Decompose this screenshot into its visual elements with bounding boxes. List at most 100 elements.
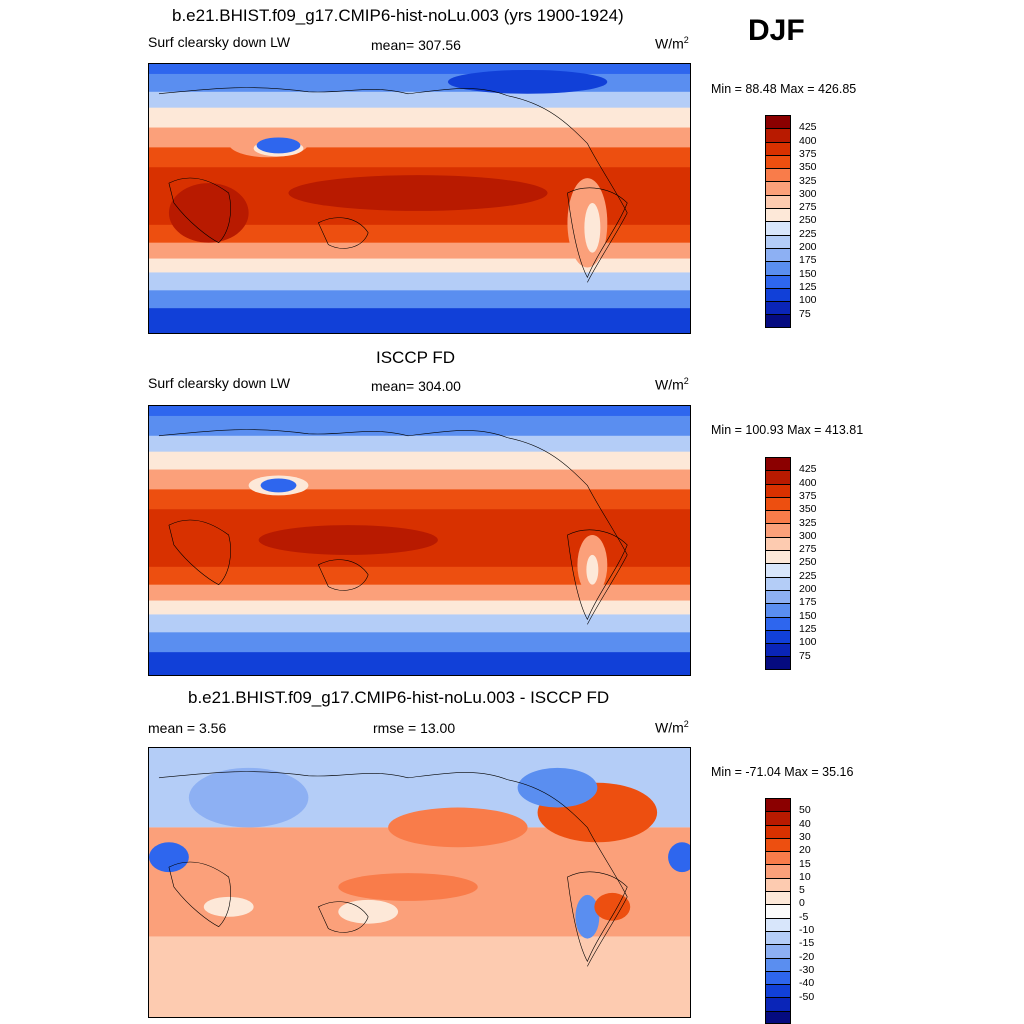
colorbar-tick-label: -30	[799, 963, 815, 976]
panel3-units: W/m2	[655, 719, 689, 736]
colorbar-swatch	[765, 536, 791, 551]
colorbar-tick-label: 400	[799, 134, 817, 147]
panel1-variable-label: Surf clearsky down LW	[148, 34, 291, 50]
panel1-minmax: Min = 88.48 Max = 426.85	[711, 82, 857, 96]
panel3-mean-label: mean = 3.56	[148, 720, 227, 736]
panel1-mean-label: mean= 307.56	[371, 37, 461, 53]
colorbar-swatch	[765, 274, 791, 288]
colorbar-tick-label: 5	[799, 884, 805, 897]
colorbar-tick-label: 300	[799, 529, 817, 542]
colorbar-swatch	[765, 457, 791, 471]
colorbar-tick-label: 225	[799, 569, 817, 582]
colorbar-swatch	[765, 603, 791, 617]
colorbar-swatch	[765, 154, 791, 169]
colorbar-tick-label: 50	[799, 804, 811, 817]
colorbar-swatch	[765, 247, 791, 262]
colorbar-tick-label: 425	[799, 463, 817, 476]
colorbar-swatch	[765, 957, 791, 971]
colorbar-swatch	[765, 141, 791, 155]
colorbar-tick-label: 325	[799, 516, 817, 529]
colorbar-tick-label: 125	[799, 280, 817, 293]
colorbar-swatch	[765, 496, 791, 511]
panel1-units: W/m2	[655, 35, 689, 52]
colorbar-tick-label: 300	[799, 187, 817, 200]
colorbar-swatch	[765, 904, 791, 918]
colorbar-swatch	[765, 563, 791, 577]
colorbar-swatch	[765, 970, 791, 985]
colorbar-swatch	[765, 984, 791, 998]
colorbar-tick-label: 20	[799, 844, 811, 857]
colorbar-tick-label: -5	[799, 910, 809, 923]
colorbar-tick-label: 40	[799, 817, 811, 830]
colorbar-swatch	[765, 811, 791, 825]
panel2-minmax: Min = 100.93 Max = 413.81	[711, 423, 864, 437]
colorbar-swatch	[765, 261, 791, 275]
panel2-variable-label: Surf clearsky down LW	[148, 375, 291, 391]
colorbar-swatch	[765, 194, 791, 209]
colorbar-tick-label: -20	[799, 950, 815, 963]
colorbar-swatch	[765, 629, 791, 644]
colorbar-swatch	[765, 523, 791, 537]
colorbar-swatch	[765, 837, 791, 852]
colorbar-swatch	[765, 483, 791, 497]
colorbar-tick-label: 150	[799, 267, 817, 280]
colorbar-swatch	[765, 576, 791, 590]
panel3-rmse-label: rmse = 13.00	[373, 720, 456, 736]
colorbar-tick-label: 200	[799, 241, 817, 253]
panel1-map	[148, 63, 691, 334]
panel2-map	[148, 405, 691, 676]
colorbar-tick-label: 325	[799, 174, 817, 187]
colorbar-swatch	[765, 864, 791, 878]
colorbar-tick-label: 225	[799, 227, 817, 240]
colorbar-swatch	[765, 824, 791, 838]
panel3-colorbar	[765, 798, 791, 1024]
colorbar-tick-label: 0	[799, 897, 805, 910]
colorbar-swatch	[765, 181, 791, 195]
panel2-mean-label: mean= 304.00	[371, 378, 461, 394]
colorbar-swatch	[765, 550, 791, 564]
colorbar-swatch	[765, 128, 791, 142]
season-label: DJF	[748, 14, 805, 47]
colorbar-tick-label: 75	[799, 307, 811, 320]
colorbar-swatch	[765, 891, 791, 905]
colorbar-swatch	[765, 221, 791, 235]
colorbar-swatch	[765, 944, 791, 958]
panel2-units: W/m2	[655, 376, 689, 393]
colorbar-tick-label: 375	[799, 489, 817, 502]
colorbar-swatch	[765, 917, 791, 931]
colorbar-swatch	[765, 1010, 791, 1024]
panel3-minmax: Min = -71.04 Max = 35.16	[711, 765, 854, 779]
colorbar-tick-label: 200	[799, 583, 817, 595]
colorbar-swatch	[765, 510, 791, 524]
colorbar-swatch	[765, 470, 791, 484]
colorbar-tick-label: -15	[799, 937, 815, 950]
colorbar-swatch	[765, 851, 791, 865]
colorbar-swatch	[765, 115, 791, 129]
colorbar-tick-label: 400	[799, 476, 817, 489]
colorbar-swatch	[765, 314, 791, 328]
panel2-title: ISCCP FD	[376, 348, 456, 367]
colorbar-tick-label: 275	[799, 543, 817, 556]
colorbar-swatch	[765, 930, 791, 945]
panel2-colorbar	[765, 457, 791, 670]
colorbar-swatch	[765, 656, 791, 670]
colorbar-swatch	[765, 208, 791, 222]
colorbar-tick-label: 425	[799, 121, 817, 134]
colorbar-swatch	[765, 997, 791, 1011]
colorbar-swatch	[765, 287, 791, 302]
panel1-colorbar	[765, 115, 791, 328]
colorbar-tick-label: -10	[799, 924, 815, 936]
panel1-title: b.e21.BHIST.f09_g17.CMIP6-hist-noLu.003 …	[172, 6, 624, 25]
colorbar-tick-label: 75	[799, 649, 811, 662]
colorbar-tick-label: -40	[799, 977, 815, 990]
colorbar-tick-label: -50	[799, 990, 815, 1003]
colorbar-swatch	[765, 168, 791, 182]
colorbar-tick-label: 275	[799, 201, 817, 214]
panel3-title: b.e21.BHIST.f09_g17.CMIP6-hist-noLu.003 …	[188, 688, 610, 707]
colorbar-tick-label: 15	[799, 857, 811, 870]
colorbar-tick-label: 100	[799, 636, 817, 649]
colorbar-tick-label: 350	[799, 161, 817, 174]
colorbar-swatch	[765, 616, 791, 630]
colorbar-tick-label: 375	[799, 147, 817, 160]
colorbar-tick-label: 250	[799, 214, 817, 227]
